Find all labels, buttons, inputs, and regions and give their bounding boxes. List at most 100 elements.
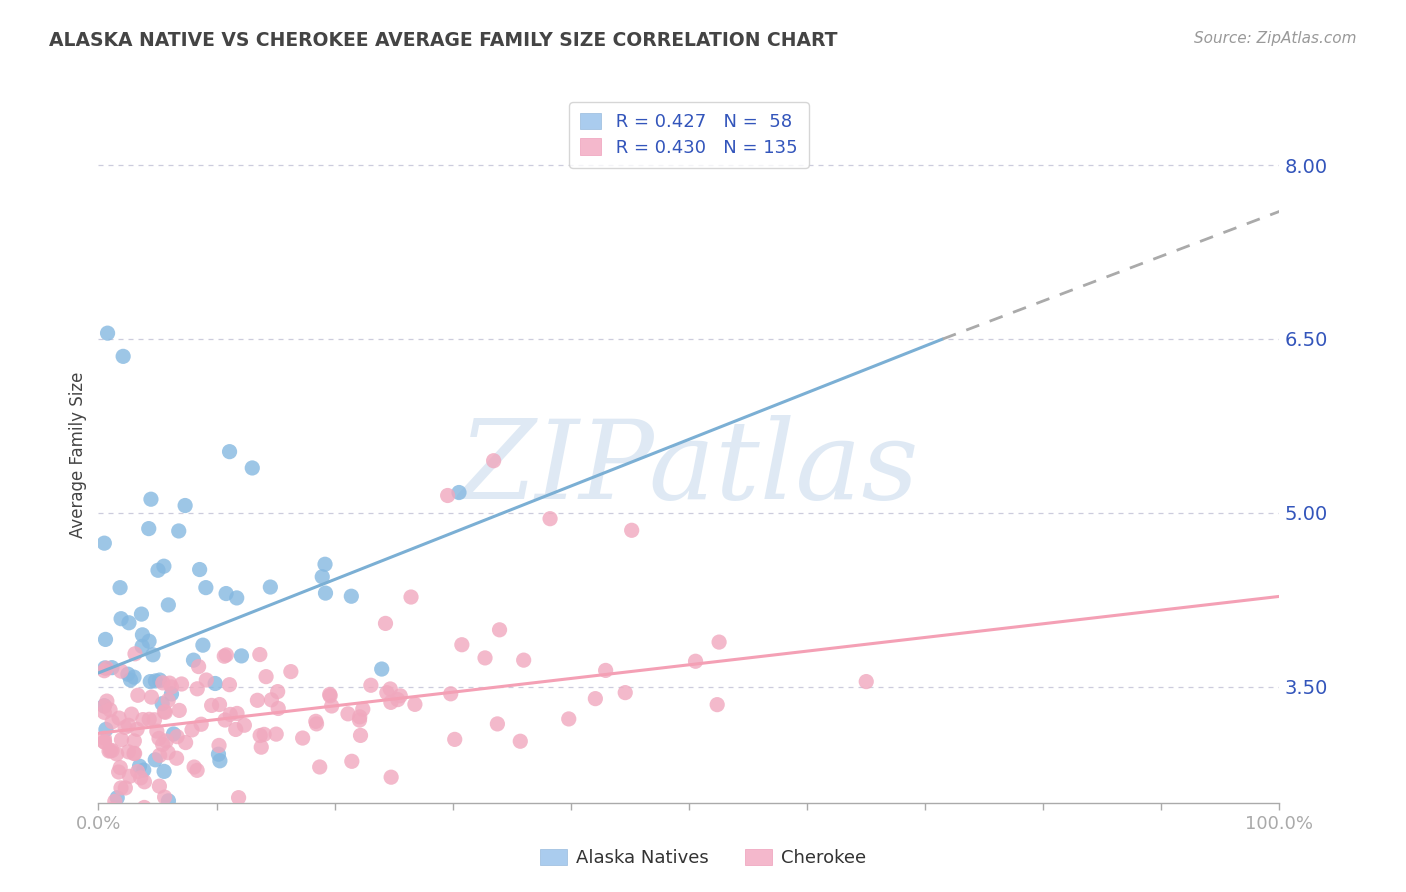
Point: [93, 735, 115, 749]
Point: [174, 499, 197, 513]
Point: [101, 802, 124, 816]
Point: [127, 764, 149, 779]
Point: [259, 580, 281, 594]
Point: [486, 717, 509, 731]
Point: [124, 747, 146, 761]
Point: [141, 690, 163, 705]
Point: [707, 635, 730, 649]
Text: ZIPatlas: ZIPatlas: [458, 415, 920, 523]
Point: [96, 661, 118, 675]
Point: [614, 685, 637, 699]
Point: [319, 687, 342, 701]
Point: [509, 734, 531, 748]
Point: [132, 763, 155, 777]
Point: [150, 697, 173, 711]
Text: ALASKA NATIVE VS CHEROKEE AVERAGE FAMILY SIZE CORRELATION CHART: ALASKA NATIVE VS CHEROKEE AVERAGE FAMILY…: [49, 31, 838, 50]
Point: [114, 720, 136, 734]
Point: [488, 623, 510, 637]
Point: [153, 559, 176, 574]
Point: [94, 723, 117, 737]
Point: [246, 693, 269, 707]
Point: [380, 695, 402, 709]
Point: [139, 492, 162, 507]
Point: [374, 616, 396, 631]
Point: [305, 714, 328, 729]
Point: [201, 698, 224, 713]
Point: [166, 751, 188, 765]
Point: [110, 612, 132, 626]
Point: [93, 731, 115, 746]
Point: [260, 693, 283, 707]
Point: [131, 628, 153, 642]
Point: [105, 747, 128, 761]
Point: [218, 444, 240, 458]
Point: [128, 759, 150, 773]
Point: [160, 687, 183, 701]
Point: [349, 713, 371, 727]
Point: [149, 748, 172, 763]
Point: [447, 485, 470, 500]
Point: [110, 760, 132, 774]
Point: [97, 326, 120, 341]
Point: [122, 747, 145, 761]
Point: [98, 744, 121, 758]
Point: [855, 674, 877, 689]
Point: [145, 673, 167, 688]
Point: [162, 727, 184, 741]
Point: [219, 707, 242, 722]
Point: [319, 689, 342, 703]
Point: [217, 817, 239, 831]
Point: [125, 723, 148, 737]
Point: [280, 665, 302, 679]
Point: [264, 727, 287, 741]
Point: [148, 779, 170, 793]
Point: [231, 648, 253, 663]
Point: [208, 739, 231, 753]
Point: [124, 647, 146, 661]
Point: [191, 638, 214, 652]
Point: [207, 747, 229, 762]
Point: [558, 712, 581, 726]
Point: [138, 712, 160, 726]
Point: [253, 727, 276, 741]
Point: [105, 790, 128, 805]
Point: [122, 670, 145, 684]
Point: [93, 536, 115, 550]
Point: [118, 615, 141, 630]
Point: [195, 673, 218, 687]
Point: [167, 703, 190, 717]
Point: [98, 703, 121, 717]
Point: [96, 694, 118, 708]
Text: Source: ZipAtlas.com: Source: ZipAtlas.com: [1194, 31, 1357, 46]
Point: [387, 692, 409, 706]
Point: [337, 706, 360, 721]
Point: [183, 760, 205, 774]
Point: [134, 800, 156, 814]
Legend: Alaska Natives, Cherokee: Alaska Natives, Cherokee: [533, 841, 873, 874]
Point: [404, 698, 426, 712]
Point: [167, 524, 190, 538]
Point: [157, 746, 180, 760]
Point: [305, 717, 328, 731]
Point: [166, 730, 188, 744]
Point: [157, 693, 180, 707]
Point: [118, 769, 141, 783]
Point: [142, 648, 165, 662]
Point: [436, 489, 458, 503]
Point: [266, 684, 288, 698]
Point: [204, 676, 226, 690]
Point: [512, 653, 534, 667]
Point: [143, 753, 166, 767]
Point: [139, 674, 162, 689]
Point: [375, 686, 398, 700]
Point: [360, 678, 382, 692]
Point: [208, 754, 231, 768]
Point: [267, 701, 290, 715]
Point: [620, 524, 643, 538]
Point: [308, 760, 330, 774]
Point: [146, 563, 169, 577]
Point: [352, 702, 374, 716]
Point: [117, 718, 139, 732]
Point: [450, 638, 472, 652]
Point: [474, 651, 496, 665]
